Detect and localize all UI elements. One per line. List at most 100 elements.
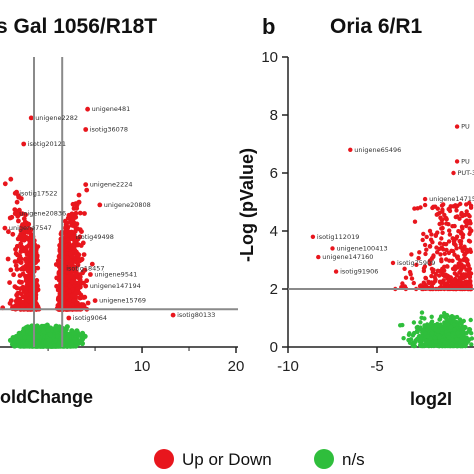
panel-a-sig-point (56, 295, 62, 300)
panel-b-ns-point (454, 343, 459, 349)
legend-label-ns: n/s (342, 450, 365, 469)
panel-b-ns-point (418, 339, 423, 345)
panel-a-sig-point (28, 262, 33, 268)
panel-a-sig-point (19, 279, 24, 285)
panel-a-sig-point (69, 229, 74, 235)
panel-b-sig-point (447, 232, 453, 237)
panel-b-sig-point (457, 270, 462, 275)
panel-a-sig-point (82, 294, 88, 300)
panel-b-ns-point (437, 317, 442, 322)
panel-a-x-ticks: 10 20 (47, 347, 245, 375)
panel-b-sig-point (464, 247, 469, 252)
panel-b-sig-point (453, 203, 458, 208)
panel-b-sig-point (453, 242, 458, 248)
panel-b-sig-point (411, 280, 416, 286)
panel-a-sig-point (8, 176, 14, 182)
panel-b-sig-point (456, 281, 461, 286)
panel-b-ns-point (425, 327, 430, 332)
panel-b-ns-point (455, 330, 461, 336)
panel-a-point-label: isotig9064 (73, 314, 107, 322)
panel-b-sig-point (458, 265, 464, 270)
panel-b-sig-point (424, 247, 429, 252)
panel-a-sig-point (85, 300, 91, 306)
panel-b-labeled-point (390, 260, 396, 266)
panel-a-sig-point (8, 298, 14, 303)
legend-marker-ns (314, 449, 334, 469)
panel-a-point-label: unigene9541 (94, 271, 137, 279)
panel-b-sig-point (455, 256, 460, 261)
panel-a-ns-point (71, 330, 77, 336)
panel-a-sig-point (25, 228, 30, 234)
panel-b-ns-point (445, 313, 450, 318)
panel-b-sig-point (462, 251, 468, 257)
panel-b-point-label: isotig75909 (397, 259, 435, 267)
panel-b-ns-point (452, 327, 457, 332)
panel-b-sig-point (422, 242, 428, 248)
panel-b-ns-point (429, 319, 435, 324)
panel-b-sig-point (458, 201, 463, 207)
panel-b-sig-point (417, 250, 422, 255)
panel-b-ns-point (429, 314, 434, 319)
panel-b-ns-point (407, 331, 412, 336)
panel-a-sig-point (8, 267, 14, 273)
panel-a-sig-point (19, 246, 24, 252)
panel-b-sig-point (467, 200, 472, 206)
panel-a-labeled-point (28, 115, 34, 121)
panel-a-sig-point (77, 210, 83, 216)
panel-b-y-tick-label: 0 (270, 339, 278, 356)
panel-a-sig-point (79, 302, 84, 307)
panel-b-ns-point (418, 320, 423, 325)
panel-b-sig-point (439, 236, 444, 241)
panel-a-sig-point (14, 266, 20, 272)
panel-b-sig-point (429, 273, 434, 279)
panel-b-sig-point (439, 257, 444, 262)
panel-a-sig-point (64, 269, 69, 275)
panel-a-sig-point (19, 211, 25, 217)
panel-a-labeled-point (12, 190, 18, 196)
panel-a-sig-point (23, 278, 29, 284)
panel-b-sig-point (431, 267, 436, 273)
panel-b-annotations: PU unigene65496 PU PUT-3 unigene147152 isotig… (317, 123, 474, 276)
panel-a-sig-point (26, 280, 32, 286)
panel-a-sig-point (10, 231, 16, 237)
panel-b-ns-point (469, 342, 474, 347)
panel-b-sig-point (412, 206, 417, 211)
panel-a-ns-point (62, 327, 68, 333)
panel-a-sig-point (18, 241, 24, 247)
panel-b-y-tick-label: 6 (270, 165, 278, 182)
panel-b-ns-point (413, 339, 418, 344)
panel-b-ns-point (410, 333, 416, 338)
panel-b-ns-point (411, 320, 417, 325)
panel-a-sig-point (84, 187, 90, 193)
panel-a-sig-point (16, 256, 22, 262)
panel-b-sig-point (464, 209, 469, 214)
panel-b-y-tick-label: 10 (261, 49, 278, 66)
panel-b-sig-point (435, 211, 441, 217)
panel-b-ns-point (400, 322, 405, 328)
panel-b-sig-point (402, 284, 408, 289)
panel-a-labeled-point (21, 141, 27, 147)
panel-a-sig-point (11, 272, 16, 278)
panel-b-sig-point (452, 223, 457, 229)
panel-b-sig-point (458, 245, 463, 250)
panel-b-sig-point (435, 268, 441, 273)
panel-b-sig-point (444, 247, 449, 253)
panel-a-labeled-point (2, 225, 8, 231)
panel-b-sig-point (431, 204, 436, 209)
panel-b-ns-point (468, 317, 473, 323)
panel-b-y-tick-label: 8 (270, 107, 278, 124)
panel-b-sig-point (446, 222, 451, 227)
panel-b-sig-point (422, 202, 428, 208)
panel-b-sig-point (427, 244, 433, 249)
panel-a-ns-point (22, 335, 28, 341)
panel-a-x-tick-label: 20 (228, 358, 245, 375)
panel-a-point-label: isotig80133 (177, 311, 215, 319)
panel-b-point-label: isotig112019 (317, 233, 359, 241)
panel-b-sig-point (468, 249, 473, 254)
panel-a-sig-point (75, 242, 81, 248)
panel-b-sig-point (441, 202, 446, 207)
panel-a-sig-point (5, 229, 11, 235)
panel-a-ns-point (72, 337, 78, 343)
panel-a-sig-point (89, 261, 95, 267)
panel-a-sig-point (74, 221, 80, 227)
